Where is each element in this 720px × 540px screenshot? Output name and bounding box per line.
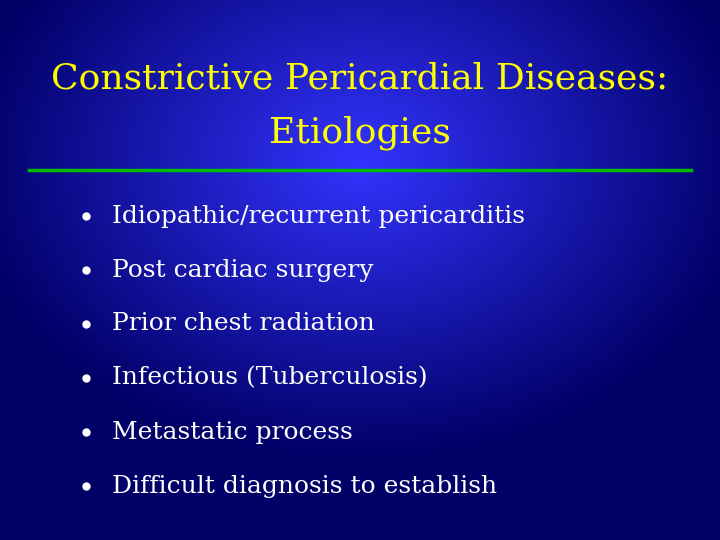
Text: Difficult diagnosis to establish: Difficult diagnosis to establish [112, 475, 497, 497]
Text: Constrictive Pericardial Diseases:: Constrictive Pericardial Diseases: [51, 62, 669, 95]
Text: Prior chest radiation: Prior chest radiation [112, 313, 374, 335]
Text: Etiologies: Etiologies [269, 115, 451, 150]
Text: Metastatic process: Metastatic process [112, 421, 352, 443]
Text: Post cardiac surgery: Post cardiac surgery [112, 259, 373, 281]
Text: Idiopathic/recurrent pericarditis: Idiopathic/recurrent pericarditis [112, 205, 525, 227]
Text: Infectious (Tuberculosis): Infectious (Tuberculosis) [112, 367, 427, 389]
